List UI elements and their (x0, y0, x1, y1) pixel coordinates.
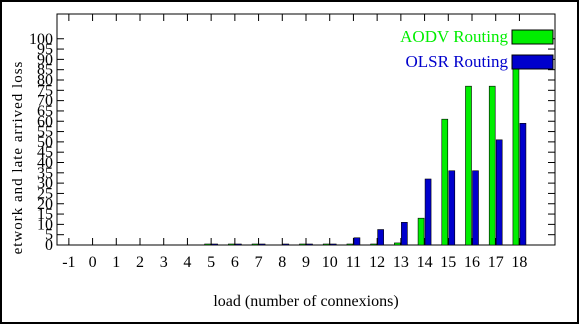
bar-aodv (417, 217, 425, 246)
bar-aodv (512, 59, 520, 246)
legend-label: OLSR Routing (406, 52, 509, 71)
legend-label: AODV Routing (400, 27, 508, 46)
x-tick-label: 13 (393, 254, 409, 271)
x-tick-label: 8 (278, 254, 286, 271)
bar-aodv (394, 242, 401, 246)
x-tick-label: 9 (302, 254, 310, 271)
y-tick-label: 45 (37, 144, 53, 161)
bar-aodv (251, 243, 259, 246)
y-tick-label: 15 (37, 206, 53, 223)
y-axis-label-group: etwork and late arrived loss (10, 61, 26, 255)
bar-aodv (441, 118, 449, 246)
bar-olsr (329, 243, 337, 246)
x-tick-label: 15 (440, 254, 456, 271)
bar-olsr (401, 222, 408, 246)
x-tick-label: -1 (62, 254, 75, 271)
bar-olsr (424, 178, 432, 246)
x-tick-label: 10 (322, 254, 338, 271)
y-tick-label: 50 (37, 134, 53, 151)
y-tick-label: 30 (37, 175, 53, 192)
x-tick-label: 14 (417, 254, 433, 271)
bar-olsr (306, 243, 313, 246)
bar-olsr (472, 170, 479, 246)
y-tick-label: 25 (37, 185, 53, 202)
legend-swatch (511, 54, 554, 70)
bar-olsr (258, 243, 266, 246)
x-tick-label: 11 (346, 254, 361, 271)
y-tick-label: 85 (37, 62, 53, 79)
x-tick-label: 7 (255, 254, 263, 271)
x-tick-label: 18 (511, 254, 527, 271)
y-tick-label: 0 (45, 237, 53, 254)
y-tick-label: 65 (37, 103, 53, 120)
plot-border (56, 13, 556, 246)
bar-olsr (377, 229, 384, 246)
y-tick-label: 70 (37, 93, 53, 110)
bar-aodv (346, 243, 354, 246)
bar-olsr (235, 243, 242, 246)
x-tick-label: 12 (369, 254, 385, 271)
y-tick-label: 80 (37, 72, 53, 89)
y-tick-label: 5 (45, 227, 53, 244)
x-tick-label: 1 (112, 254, 120, 271)
bar-olsr (495, 139, 503, 246)
y-tick-label: 100 (29, 31, 53, 48)
y-tick-label: 75 (37, 82, 53, 99)
plot-area: 0510152025303540455055606570758085909510… (29, 13, 556, 271)
x-tick-label: 6 (231, 254, 239, 271)
x-tick-label: 5 (207, 254, 215, 271)
bar-aodv (370, 243, 377, 246)
y-tick-label: 60 (37, 113, 53, 130)
y-tick-label: 10 (37, 216, 53, 233)
bar-aodv (299, 243, 306, 246)
bar-aodv (322, 243, 330, 246)
bar-olsr (448, 170, 456, 246)
bar-aodv (488, 85, 496, 246)
x-axis-label: load (number of connexions) (213, 293, 398, 310)
y-tick-label: 95 (37, 41, 53, 58)
bar-aodv (204, 243, 211, 246)
legend-swatch (511, 29, 554, 45)
x-tick-label: 17 (488, 254, 504, 271)
x-tick-label: 0 (89, 254, 97, 271)
y-tick-label: 35 (37, 165, 53, 182)
x-tick-label: 4 (183, 254, 191, 271)
y-tick-label: 55 (37, 124, 53, 141)
bar-olsr (211, 243, 218, 246)
bar-aodv (228, 243, 235, 246)
y-tick-label: 20 (37, 196, 53, 213)
x-tick-label: 2 (136, 254, 144, 271)
x-tick-label: 3 (160, 254, 168, 271)
y-tick-label: 40 (37, 155, 53, 172)
bar-aodv (465, 85, 472, 246)
bar-olsr (353, 237, 361, 246)
x-tick-label: 16 (464, 254, 480, 271)
y-tick-label: 90 (37, 51, 53, 68)
bar-olsr (282, 243, 290, 246)
bar-olsr (519, 123, 527, 246)
y-axis-label: etwork and late arrived loss (10, 61, 26, 255)
